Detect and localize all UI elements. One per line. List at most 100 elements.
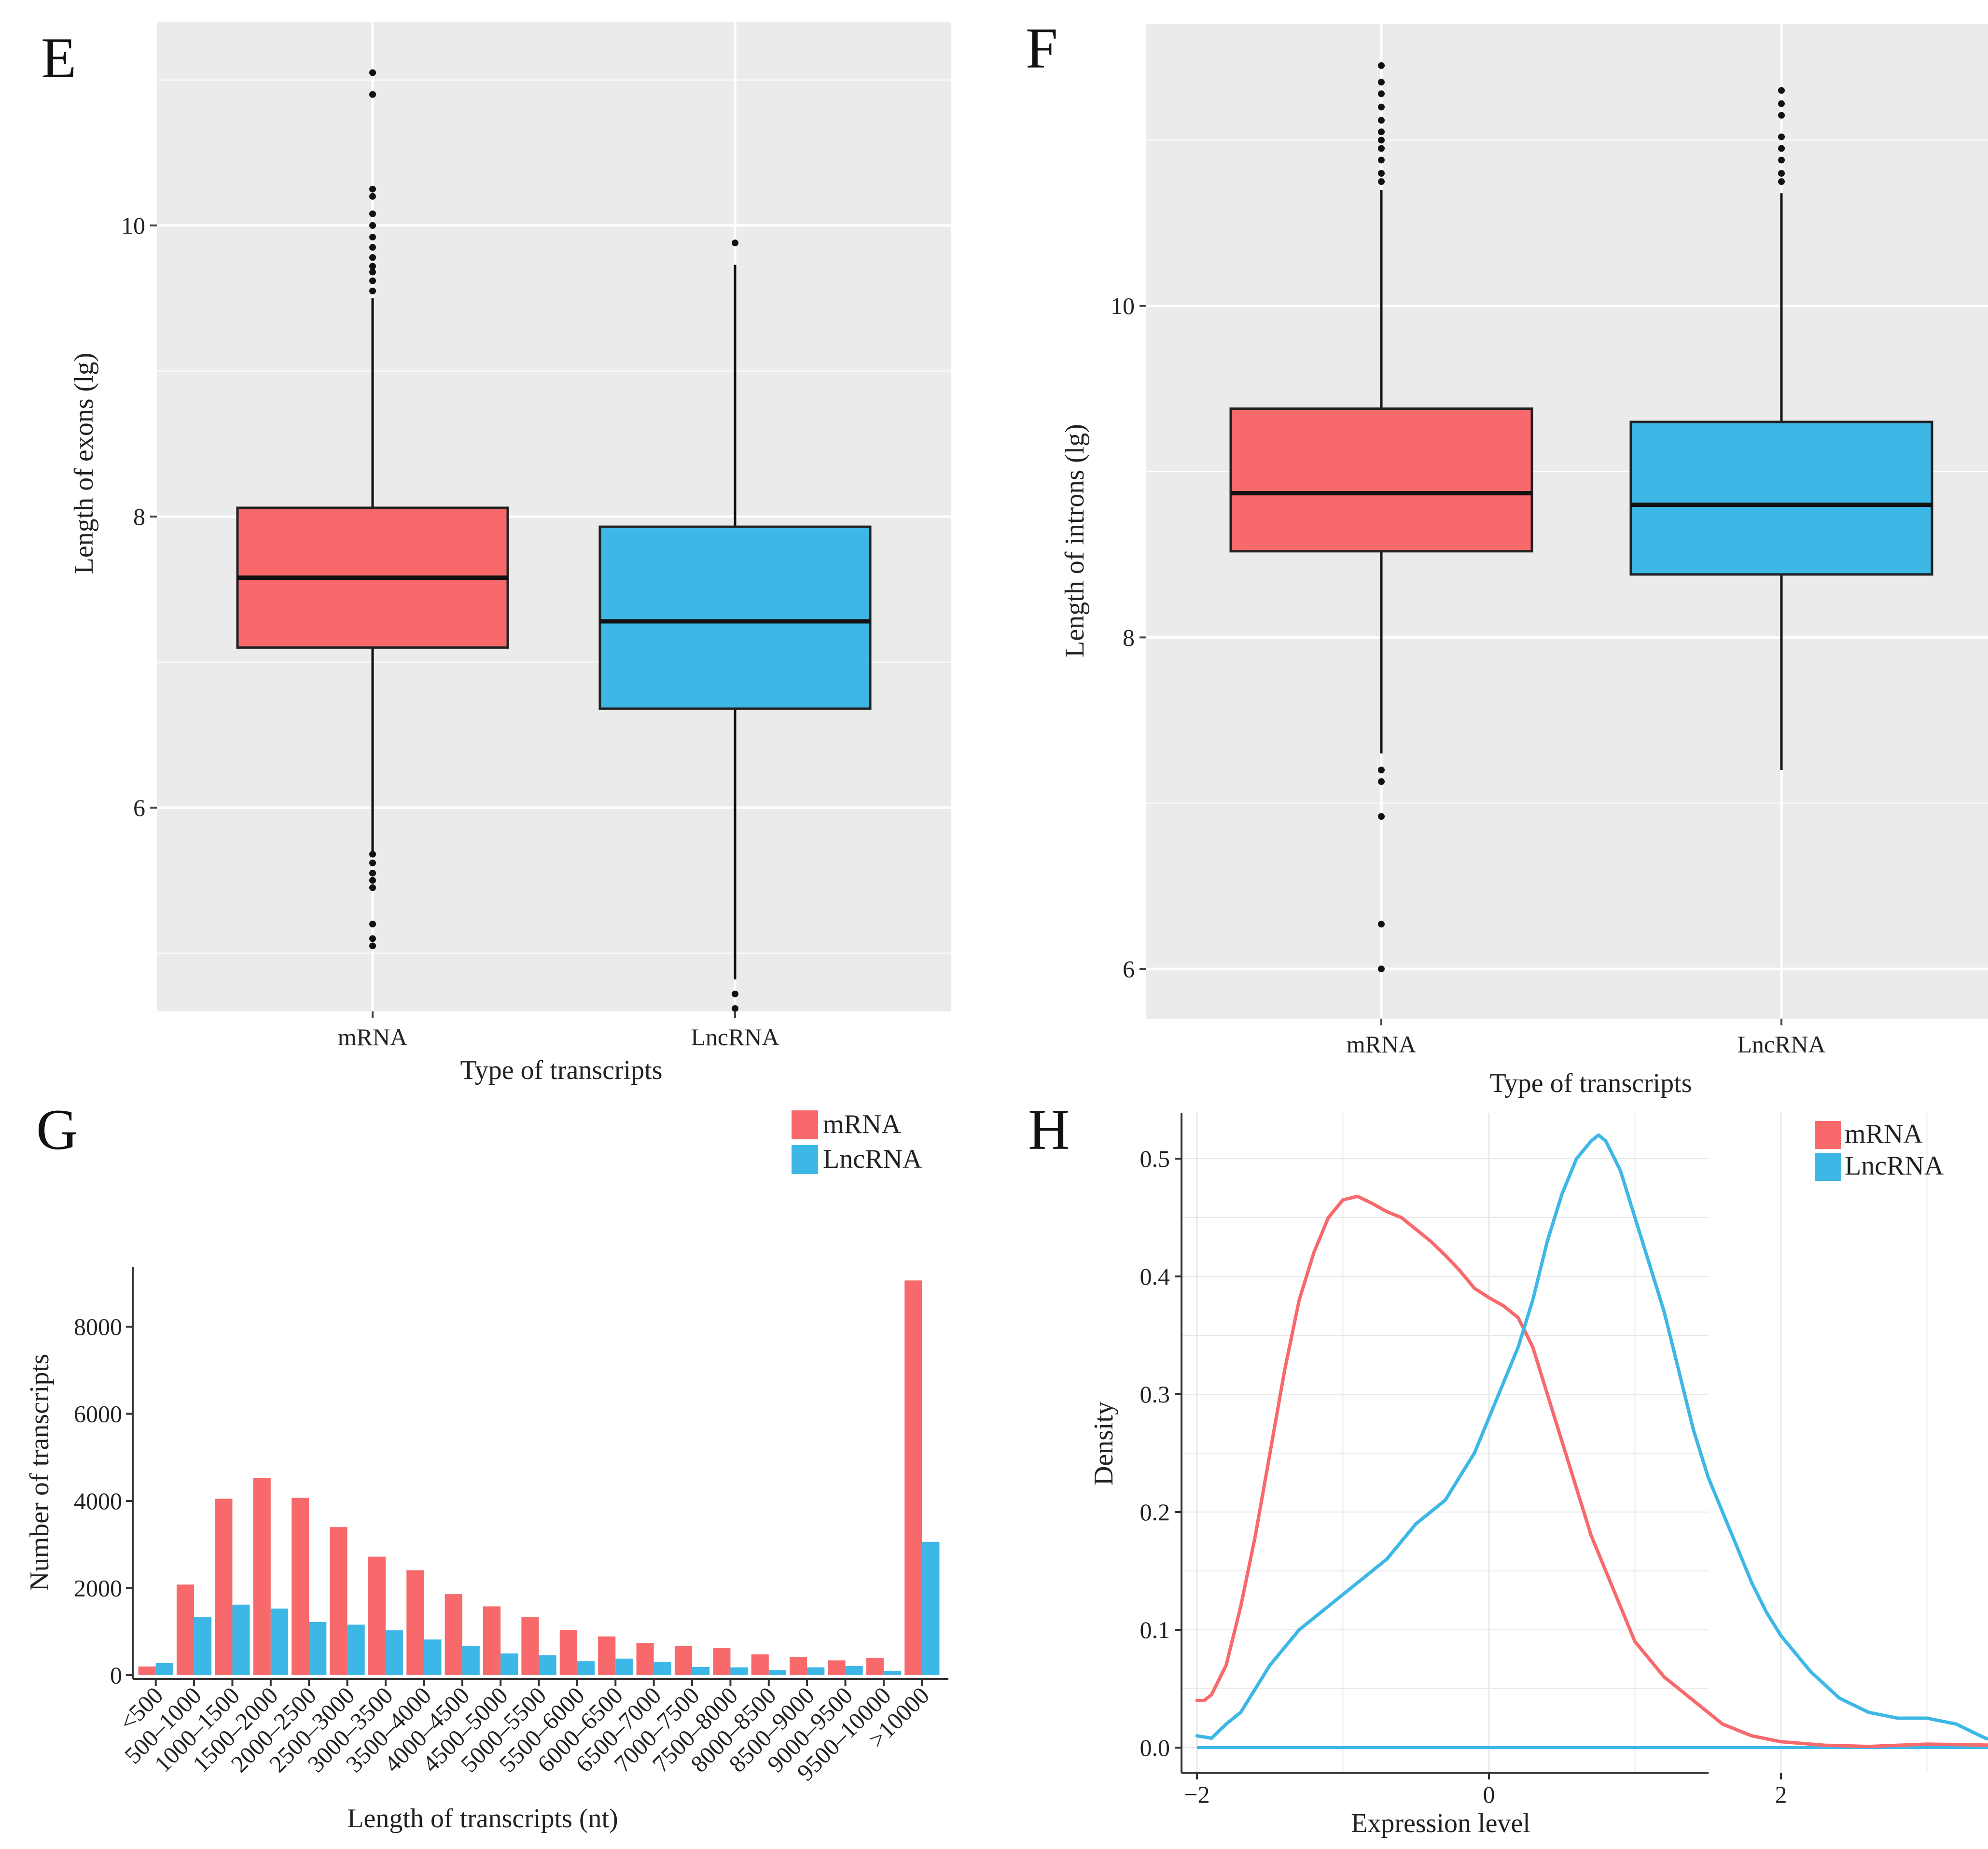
y-tick-label: 0.0: [1140, 1734, 1170, 1761]
panel-letter-e: E: [41, 26, 76, 90]
outlier-point: [1378, 117, 1385, 124]
panel-f-x-ticks: mRNA LncRNA: [1347, 1019, 1826, 1058]
outlier-point: [369, 859, 376, 867]
outlier-point: [1378, 145, 1385, 152]
outlier-point: [1378, 778, 1385, 785]
bar-mrna: [866, 1657, 884, 1675]
y-tick-label: 0.5: [1140, 1145, 1170, 1172]
legend-label-lncrna: LncRNA: [823, 1144, 922, 1174]
y-tick-label: 4000: [74, 1487, 122, 1514]
panel-h-density-lines: [1195, 1133, 1988, 1749]
x-tick-label: LncRNA: [1737, 1031, 1825, 1058]
panel-e-x-ticks: mRNA LncRNA: [338, 1011, 779, 1051]
outlier-point: [369, 884, 376, 891]
outlier-point: [1378, 79, 1385, 86]
box-body: [1629, 420, 1933, 576]
y-tick-label: 0.1: [1140, 1616, 1170, 1643]
panel-e-y-axis-title: Length of exons (lg): [69, 353, 99, 574]
x-tick-label: mRNA: [338, 1023, 407, 1051]
outlier-point: [369, 268, 376, 276]
bar-mrna: [215, 1499, 233, 1675]
panel-g-x-ticks: <500500–10001000–15001500–20002000–25002…: [114, 1679, 934, 1786]
bar-mrna: [292, 1498, 309, 1675]
outlier-point: [1778, 133, 1785, 140]
x-tick-label: mRNA: [1347, 1031, 1416, 1058]
panel-g-legend: mRNA LncRNA: [792, 1109, 922, 1174]
legend-swatch-mrna: [792, 1110, 818, 1139]
box-body: [1229, 407, 1533, 553]
y-tick-label: 10: [1111, 293, 1135, 320]
y-tick-label: 0.2: [1140, 1499, 1170, 1526]
outlier-point: [369, 254, 376, 261]
bar-lncrna: [462, 1646, 480, 1675]
outlier-point: [1378, 62, 1385, 69]
bar-mrna: [483, 1606, 501, 1675]
x-tick-label: 0: [1483, 1781, 1495, 1808]
outlier-point: [369, 234, 376, 241]
outlier-point: [1778, 112, 1785, 119]
outlier-point: [1378, 90, 1385, 98]
y-tick-label: 8000: [74, 1313, 122, 1340]
outlier-point: [1378, 178, 1385, 185]
panel-g-x-axis-title: Length of transcripts (nt): [347, 1804, 618, 1834]
outlier-point: [369, 877, 376, 884]
y-tick-label: 0.4: [1140, 1263, 1170, 1290]
panel-g-y-ticks: 0 2000 4000 6000 8000: [74, 1313, 133, 1689]
outlier-point: [1378, 921, 1385, 928]
bar-lncrna: [270, 1608, 288, 1675]
legend-label-mrna: mRNA: [823, 1109, 901, 1139]
y-tick-label: 2000: [74, 1575, 122, 1602]
legend-swatch-mrna: [1815, 1121, 1841, 1149]
legend-swatch-lncrna: [1815, 1153, 1841, 1181]
y-tick-label: 6: [1123, 955, 1135, 982]
bar-lncrna: [615, 1658, 633, 1675]
bar-lncrna: [155, 1663, 173, 1675]
bar-lncrna: [845, 1666, 863, 1675]
outlier-point: [369, 287, 376, 294]
legend-swatch-lncrna: [792, 1145, 818, 1174]
panel-f-y-axis-title: Length of introns (lg): [1060, 424, 1090, 658]
box-body: [598, 525, 872, 710]
density-line-lncrna: [1195, 1133, 1988, 1741]
bar-mrna: [674, 1646, 693, 1675]
outlier-point: [369, 851, 376, 858]
bar-mrna: [521, 1617, 539, 1675]
outlier-point: [369, 69, 376, 76]
y-tick-label: 6: [133, 794, 145, 821]
bar-mrna: [176, 1584, 195, 1675]
bar-mrna: [636, 1643, 654, 1675]
panel-e: E 6 8 10 mRNA LncRNA Type of transcripts Le…: [41, 22, 951, 1085]
panel-letter-f: F: [1026, 16, 1058, 80]
panel-e-x-axis-title: Type of transcripts: [460, 1055, 662, 1085]
outlier-point: [732, 990, 738, 997]
panel-h-x-ticks: −2024: [1184, 1773, 1787, 1808]
panel-g: G 0 2000 4000 6000 8000 <500500–10001000–150…: [25, 1097, 948, 1834]
panel-g-bars: [138, 1280, 940, 1675]
y-tick-label: 10: [121, 212, 145, 239]
box-lncrna: [1629, 87, 1933, 770]
bar-mrna: [138, 1666, 156, 1675]
bar-mrna: [559, 1630, 577, 1675]
y-tick-label: 8: [133, 503, 145, 530]
outlier-point: [369, 921, 376, 928]
bar-lncrna: [385, 1630, 403, 1675]
outlier-point: [1778, 170, 1785, 177]
outlier-point: [732, 1005, 738, 1012]
bar-mrna: [904, 1280, 922, 1675]
panel-h-axes: [1181, 1113, 1709, 1774]
outlier-point: [369, 210, 376, 217]
outlier-point: [369, 263, 376, 270]
legend-label-lncrna: LncRNA: [1845, 1151, 1944, 1181]
bar-lncrna: [730, 1667, 748, 1675]
x-tick-label: 2: [1775, 1781, 1787, 1808]
bar-mrna: [406, 1570, 424, 1675]
panel-h-y-axis-title: Density: [1089, 1401, 1119, 1485]
bar-mrna: [751, 1654, 769, 1675]
x-tick-label: −2: [1184, 1781, 1209, 1808]
bar-lncrna: [424, 1639, 442, 1675]
panel-e-y-ticks: 6 8 10: [121, 212, 157, 821]
outlier-point: [369, 277, 376, 284]
outlier-point: [1778, 178, 1785, 185]
